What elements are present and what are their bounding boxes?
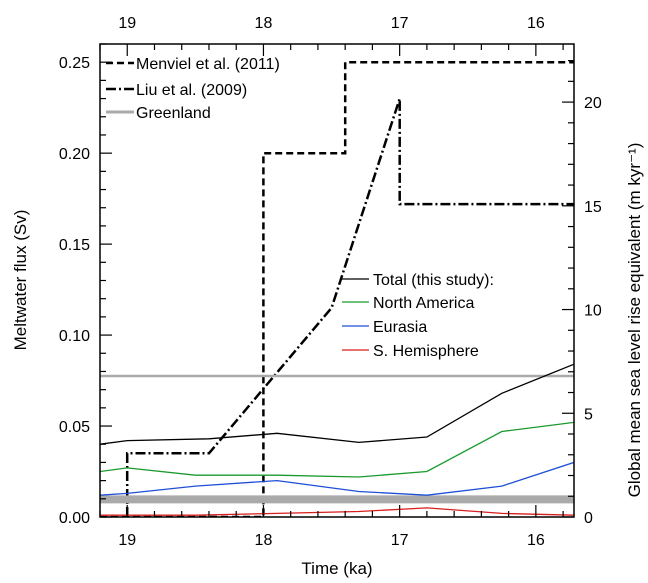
x-axis-title: Time (ka)	[301, 559, 372, 578]
series-line-north-america	[100, 421, 574, 478]
y-tick-label-left: 0.15	[59, 237, 90, 254]
y-tick-label-right: 0	[584, 510, 593, 527]
y-tick-label-right: 20	[584, 95, 602, 112]
x-tick-label-bottom: 18	[255, 532, 273, 549]
y-tick-label-left: 0.20	[59, 146, 90, 163]
legend-label-menviel: Menviel et al. (2011)	[136, 56, 280, 73]
x-tick-label-bottom: 16	[527, 532, 545, 549]
plot-lines	[100, 60, 574, 517]
x-tick-label-top: 16	[527, 15, 545, 32]
legend-label-north-america: North America	[373, 295, 474, 312]
series-line-s-hemisphere	[100, 507, 574, 516]
legend-top: Menviel et al. (2011) Liu et al. (2009) …	[106, 56, 280, 122]
y-tick-label-left: 0.25	[59, 55, 90, 72]
series-line-total-this-study	[100, 363, 574, 445]
legend-label-greenland: Greenland	[136, 105, 211, 122]
x-tick-label-bottom: 19	[118, 532, 136, 549]
x-tick-label-top: 18	[255, 15, 273, 32]
x-tick-label-bottom: 17	[391, 532, 409, 549]
axis-ticks: 19 19 18 18 17 17 16 16 0.00 0.05 0.10 0.15 0.20 0.25…	[59, 15, 602, 549]
series-line-liu-et-al-2009	[125, 98, 574, 517]
y-tick-label-left: 0.00	[59, 510, 90, 527]
y-axis-title: Meltwater flux (Sv)	[11, 210, 30, 351]
series-line-eurasia	[100, 461, 574, 496]
legend-bottom: Total (this study): North America Eurasi…	[342, 272, 494, 360]
y-tick-label-right: 5	[584, 406, 593, 423]
y-tick-label-right: 15	[584, 199, 602, 216]
legend-label-liu: Liu et al. (2009)	[136, 82, 247, 99]
y-right-axis-title: Global mean sea level rise equivalent (m…	[625, 143, 644, 498]
y-tick-label-left: 0.10	[59, 328, 90, 345]
x-tick-label-top: 19	[118, 15, 136, 32]
legend-label-s-hemisphere: S. Hemisphere	[373, 343, 479, 360]
legend-label-eurasia: Eurasia	[373, 319, 427, 336]
x-tick-label-top: 17	[391, 15, 409, 32]
y-tick-label-left: 0.05	[59, 419, 90, 436]
legend-label-total: Total (this study):	[373, 272, 494, 289]
series-line-menviel-et-al-2011	[100, 60, 574, 517]
y-tick-label-right: 10	[584, 303, 602, 320]
